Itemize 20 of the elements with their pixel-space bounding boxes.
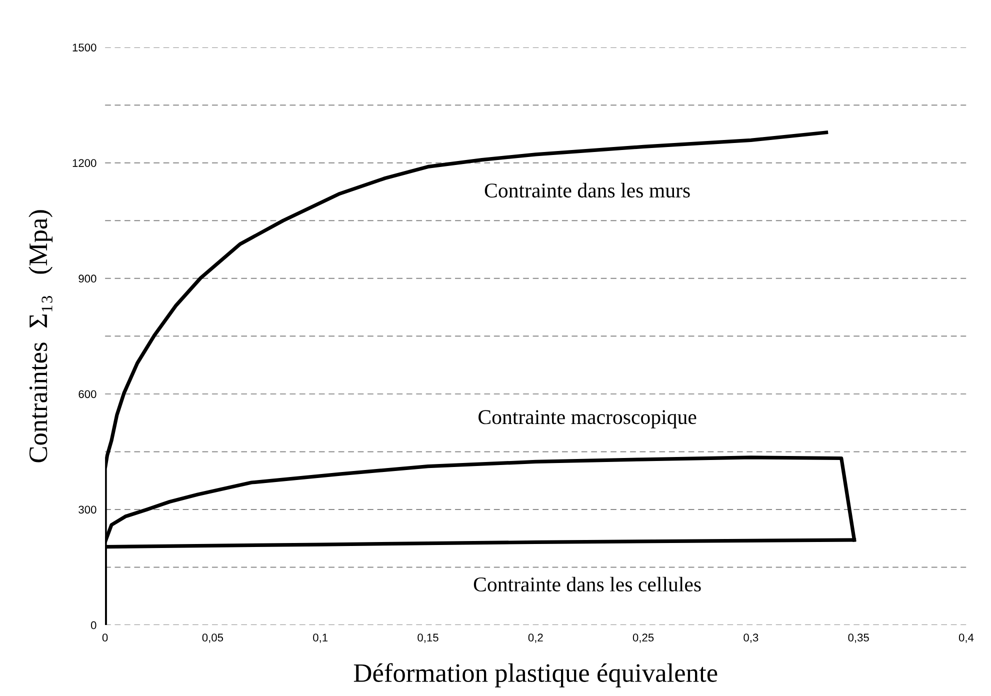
x-tick-label: 0,05 bbox=[202, 634, 224, 643]
y-tick-label: 0 bbox=[90, 621, 96, 630]
y-tick-label: 300 bbox=[78, 506, 96, 514]
series-label: Contrainte dans les cellules bbox=[474, 576, 701, 592]
x-tick-label: 0,25 bbox=[632, 634, 654, 643]
x-tick-label: 0,2 bbox=[528, 634, 543, 643]
series-label: Contrainte dans les murs bbox=[484, 182, 690, 198]
x-tick-label: 0,35 bbox=[848, 634, 869, 643]
x-tick-label: 0,1 bbox=[313, 634, 328, 643]
series-label: Contrainte macroscopique bbox=[478, 410, 696, 428]
y-tick-label: 600 bbox=[78, 390, 96, 398]
y-tick-label: 1500 bbox=[72, 44, 96, 52]
x-tick-label: 0,15 bbox=[418, 634, 438, 643]
x-tick-label: 0,4 bbox=[958, 634, 974, 643]
x-tick-label: 0 bbox=[102, 634, 108, 642]
x-tick-label: 0,3 bbox=[744, 634, 758, 643]
x-axis-title: Déformation plastique équivalente bbox=[354, 663, 718, 688]
y-axis-title: Contraintes Σ₁₃ (Mpa) bbox=[28, 210, 53, 462]
y-tick-label: 900 bbox=[78, 274, 96, 283]
y-tick-label: 1200 bbox=[72, 159, 96, 167]
